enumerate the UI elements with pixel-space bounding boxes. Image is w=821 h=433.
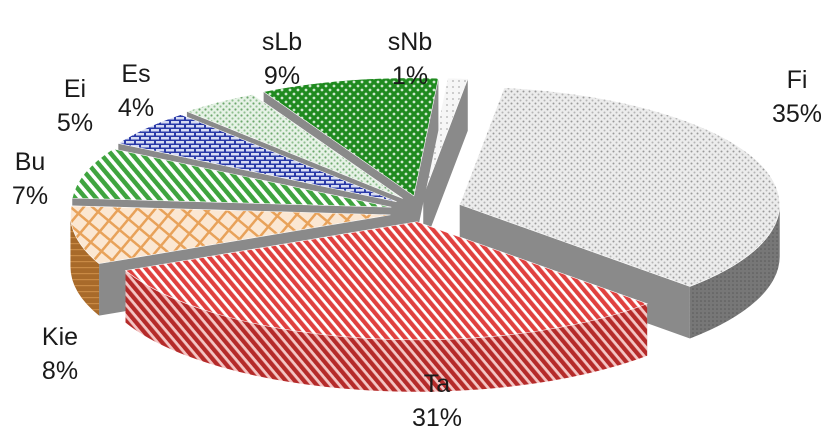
slice-side-fi: [689, 204, 780, 339]
slice-percent-ei: 5%: [57, 109, 93, 137]
slice-side-ta: [125, 270, 648, 392]
slice-top-bu: [71, 148, 392, 208]
data-label-es: Es 4%: [118, 60, 154, 122]
slice-top-fi: [459, 87, 780, 287]
data-label-ei: Ei 5%: [57, 75, 93, 137]
data-label-bu: Bu 7%: [12, 148, 48, 210]
data-label-fi: Fi 35%: [772, 66, 821, 128]
slice-name-bu: Bu: [15, 148, 46, 176]
slice-name-fi: Fi: [787, 66, 808, 94]
slice-percent-snb: 1%: [392, 62, 428, 90]
slice-percent-slb: 9%: [264, 62, 300, 90]
slice-top-ei: [117, 114, 397, 202]
slice-name-ei: Ei: [64, 75, 86, 103]
slice-top-ta: [124, 221, 648, 341]
pie-slice-snb: [422, 77, 469, 248]
slice-name-ta: Ta: [424, 370, 451, 398]
slice-percent-fi: 35%: [772, 100, 821, 128]
data-label-snb: sNb 1%: [388, 28, 432, 90]
slice-percent-es: 4%: [118, 94, 154, 122]
data-label-slb: sLb 9%: [262, 28, 302, 90]
data-label-kie: Kie 8%: [42, 323, 78, 385]
slice-name-snb: sNb: [388, 28, 432, 56]
data-label-ta: Ta 31%: [412, 370, 462, 432]
slice-top-slb: [262, 77, 439, 197]
pie-slice-ta: [124, 221, 648, 392]
slice-percent-bu: 7%: [12, 182, 48, 210]
slice-percent-kie: 8%: [42, 357, 78, 385]
slice-percent-ta: 31%: [412, 404, 462, 432]
slice-name-slb: sLb: [262, 28, 302, 56]
slice-name-es: Es: [121, 60, 150, 88]
slice-name-kie: Kie: [42, 323, 78, 351]
pie-labels: Fi 35% Ta 31% Kie 8% Bu 7% Ei 5% Es 4% sLb 9% sNb 1%: [12, 28, 821, 432]
slice-top-es: [186, 94, 403, 199]
pie-slices: [70, 77, 780, 392]
slice-top-kie: [70, 205, 391, 264]
slice-edge-snb: [423, 77, 468, 248]
slice-top-snb: [422, 77, 469, 196]
